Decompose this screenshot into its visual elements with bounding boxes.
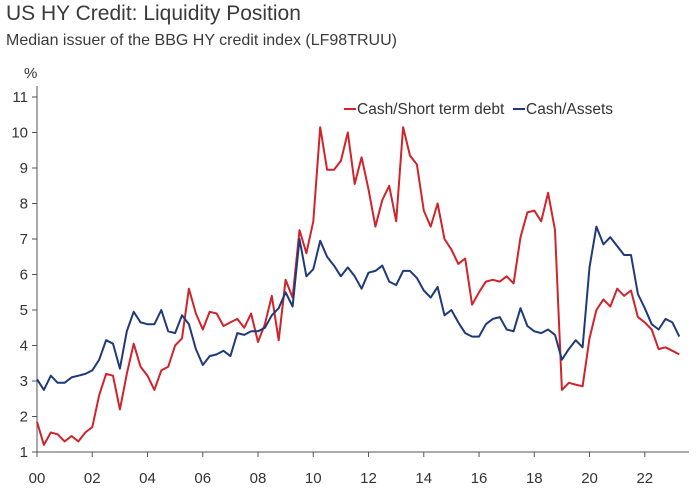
chart-title: US HY Credit: Liquidity Position	[6, 2, 301, 25]
series-lines	[36, 126, 681, 446]
legend-label-cash-short-term-debt: Cash/Short term debt	[357, 101, 505, 118]
series-line-cash-short-term-debt	[36, 126, 680, 446]
y-axis-unit-label: %	[24, 65, 37, 82]
chart-subtitle: Median issuer of the BBG HY credit index…	[6, 32, 397, 49]
y-tick-label: 8	[20, 196, 28, 213]
legend-label-cash-assets: Cash/Assets	[526, 101, 613, 118]
y-tick-label: 1	[20, 444, 28, 461]
y-tick-label: 2	[20, 409, 28, 426]
x-tick-label: 22	[636, 470, 653, 487]
x-tick-label: 06	[194, 470, 211, 487]
y-tick-label: 3	[20, 373, 28, 390]
x-tick-label: 00	[29, 470, 46, 487]
y-tick-label: 10	[11, 125, 28, 142]
x-tick-label: 08	[250, 470, 267, 487]
x-tick-label: 16	[471, 470, 488, 487]
legend: Cash/Short term debt Cash/Assets	[344, 101, 613, 118]
x-tick-label: 14	[415, 470, 432, 487]
series-line-cash-assets	[36, 225, 681, 391]
y-tick-label: 9	[20, 160, 28, 177]
x-tick-label: 20	[581, 470, 598, 487]
axes	[36, 86, 689, 453]
x-tick-label: 10	[305, 470, 322, 487]
y-tick-label: 6	[20, 267, 28, 284]
x-tick-label: 18	[526, 470, 543, 487]
y-axis-ticks: 1 2 3 4 5 6 7 8 9 10 11	[11, 89, 37, 461]
y-tick-label: 11	[12, 89, 28, 106]
y-tick-label: 7	[20, 231, 28, 248]
y-tick-label: 5	[20, 302, 28, 319]
x-tick-label: 04	[139, 470, 156, 487]
x-tick-label: 12	[360, 470, 377, 487]
x-axis-ticks: 00 02 04 06 08 10 12 14 16 18 20 22	[29, 452, 653, 487]
x-tick-label: 02	[84, 470, 101, 487]
y-tick-label: 4	[20, 338, 28, 355]
